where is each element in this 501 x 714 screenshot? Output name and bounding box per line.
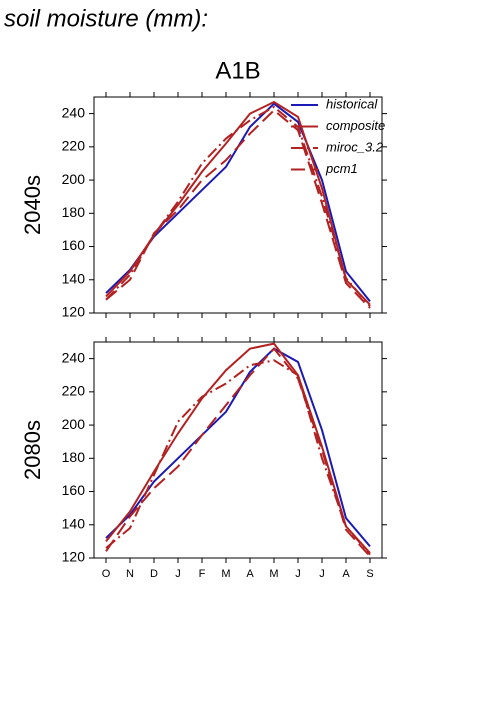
plot-frame bbox=[93, 341, 383, 559]
series-line bbox=[105, 347, 371, 558]
x-tick-label: A bbox=[342, 568, 350, 580]
series-line bbox=[105, 359, 371, 556]
x-tick-label: J bbox=[175, 568, 181, 580]
x-tick-label: J bbox=[295, 568, 301, 580]
y-tick-label: 140 bbox=[62, 270, 86, 286]
y-tick-label: 240 bbox=[62, 349, 86, 365]
x-tick-label: F bbox=[199, 568, 206, 580]
y-tick-label: 120 bbox=[62, 304, 86, 320]
series-line bbox=[105, 102, 371, 302]
legend-label: miroc_3.2 bbox=[326, 139, 384, 154]
y-tick-label: 200 bbox=[62, 416, 86, 432]
y-tick-label: 240 bbox=[62, 104, 86, 120]
row-label: 2040s bbox=[20, 175, 45, 235]
page-title: soil moisture (mm): bbox=[4, 5, 208, 32]
y-tick-label: 220 bbox=[62, 383, 86, 399]
y-tick-label: 120 bbox=[62, 549, 86, 565]
plot-frame bbox=[93, 96, 383, 314]
scenario-title: A1B bbox=[215, 57, 260, 84]
legend-label: composite bbox=[326, 118, 385, 133]
y-tick-label: 220 bbox=[62, 138, 86, 154]
x-tick-label: M bbox=[221, 568, 230, 580]
y-tick-label: 180 bbox=[62, 204, 86, 220]
y-tick-label: 180 bbox=[62, 449, 86, 465]
legend-label: pcm1 bbox=[325, 161, 358, 176]
x-tick-label: A bbox=[246, 568, 254, 580]
series-line bbox=[105, 108, 371, 309]
x-tick-label: S bbox=[366, 568, 373, 580]
legend-label: historical bbox=[326, 96, 378, 111]
x-tick-label: N bbox=[126, 568, 134, 580]
x-tick-label: J bbox=[319, 568, 325, 580]
series-line bbox=[105, 347, 371, 548]
x-tick-label: O bbox=[102, 568, 111, 580]
x-tick-label: M bbox=[269, 568, 278, 580]
y-tick-label: 140 bbox=[62, 515, 86, 531]
y-tick-label: 200 bbox=[62, 171, 86, 187]
row-label: 2080s bbox=[20, 420, 45, 480]
y-tick-label: 160 bbox=[62, 237, 86, 253]
y-tick-label: 160 bbox=[62, 482, 86, 498]
x-tick-label: D bbox=[150, 568, 158, 580]
series-line bbox=[105, 105, 371, 308]
